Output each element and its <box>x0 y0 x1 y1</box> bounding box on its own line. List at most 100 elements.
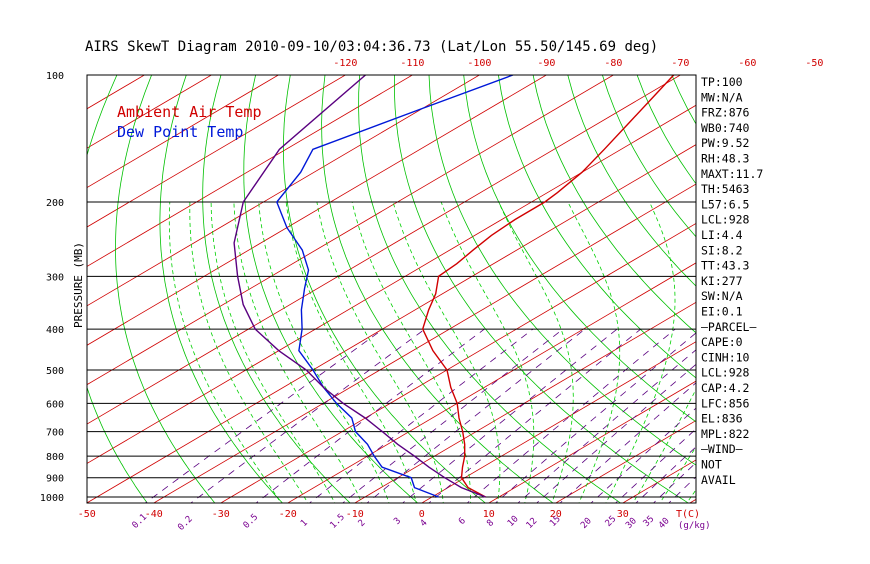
top-temp-tick-label: -120 <box>333 58 357 69</box>
stat-item: WB0:740 <box>701 121 750 135</box>
stat-item: L57:6.5 <box>701 197 749 211</box>
stat-item: LCL:928 <box>701 213 750 227</box>
moist-adiabat-line <box>393 202 500 506</box>
isotherm-line <box>149 66 870 506</box>
chart-title: AIRS SkewT Diagram 2010-09-10/03:04:36.7… <box>85 39 658 55</box>
mixing-ratio-label: 1.5 <box>328 512 347 531</box>
series-line-0 <box>423 75 674 497</box>
bottom-temp-tick-label: -10 <box>346 509 364 520</box>
isotherm-line <box>752 66 870 506</box>
stat-item: TP:100 <box>701 75 743 89</box>
stat-item: NOT <box>701 458 722 472</box>
stat-item: MW:N/A <box>701 90 743 104</box>
pressure-tick-label: 1000 <box>40 493 64 504</box>
moist-adiabat-line <box>286 202 417 506</box>
moist-adiabat-line <box>190 202 310 506</box>
pressure-tick-label: 100 <box>46 71 64 82</box>
pressure-tick-label: 800 <box>46 452 64 463</box>
dry-adiabat-line <box>322 75 557 506</box>
mixing-ratio-line <box>464 329 675 506</box>
bottom-temp-tick-label: -20 <box>279 509 297 520</box>
stat-item: TH:5463 <box>701 182 750 196</box>
isotherm-line <box>484 66 870 506</box>
stat-item: AVAIL <box>701 473 736 487</box>
mixing-ratio-label: 3 <box>392 516 403 527</box>
mixing-ratio-label: 1 <box>299 518 310 529</box>
temp-unit-label: T(C) <box>676 509 700 520</box>
stat-item: LFC:856 <box>701 396 750 410</box>
mixing-ratio-label: 20 <box>579 516 594 531</box>
moist-adiabat-line <box>259 202 390 506</box>
stat-item: —WIND— <box>701 442 743 456</box>
moist-adiabat-line <box>441 202 534 506</box>
series-layer <box>234 75 674 497</box>
top-temp-tick-label: -70 <box>671 58 689 69</box>
stat-item: TT:43.3 <box>701 259 750 273</box>
top-temp-tick-label: -90 <box>537 58 555 69</box>
mixing-ratio-label: 0.2 <box>176 514 195 533</box>
stat-item: EI:0.1 <box>701 305 743 319</box>
dry-adiabat-line <box>394 75 693 506</box>
top-temp-tick-label: -60 <box>738 58 756 69</box>
isotherm-line <box>216 66 870 506</box>
stat-item: LI:4.4 <box>701 228 743 242</box>
y-axis-label: PRESSURE (MB) <box>72 242 85 328</box>
stat-item: EL:836 <box>701 412 743 426</box>
mixing-ratio-label: 10 <box>506 514 521 529</box>
mixing-ratio-line <box>426 329 641 506</box>
mixing-ratio-label: 0.5 <box>242 512 261 531</box>
mixing-ratio-label: 35 <box>642 514 657 529</box>
moist-adiabat-line <box>568 202 620 506</box>
dry-adiabat-line <box>637 75 870 506</box>
isotherm-line <box>0 66 696 506</box>
stat-item: CINH:10 <box>701 350 750 364</box>
mixing-ratio-line <box>364 329 586 506</box>
top-temp-tick-label: -110 <box>400 58 424 69</box>
mixing-unit-label: (g/kg) <box>678 521 711 531</box>
stat-item: KI:277 <box>701 274 743 288</box>
mixing-ratio-line <box>187 329 425 506</box>
moist-adiabat-line <box>317 202 444 506</box>
dry-adiabat-line <box>498 75 870 506</box>
isotherm-line <box>417 66 870 506</box>
pressure-tick-label: 500 <box>46 366 64 377</box>
stat-item: LCL:928 <box>701 366 750 380</box>
stat-item: FRZ:876 <box>701 106 750 120</box>
stat-item: MPL:822 <box>701 427 749 441</box>
top-temp-tick-label: -100 <box>467 58 491 69</box>
mixing-ratio-label: 2 <box>357 518 368 529</box>
isotherm-line <box>283 66 870 506</box>
mixing-ratio-line <box>252 329 484 506</box>
bottom-temp-tick-label: -30 <box>212 509 230 520</box>
series-line-1 <box>277 75 513 497</box>
stat-item: CAP:4.2 <box>701 381 749 395</box>
pressure-tick-label: 600 <box>46 399 64 410</box>
mixing-ratio-label: 40 <box>657 516 672 531</box>
dry-adiabat-line <box>464 75 829 506</box>
pressure-tick-label: 300 <box>46 272 64 283</box>
legend-item: Dew Point Temp <box>117 123 243 141</box>
top-temp-tick-label: -80 <box>604 58 622 69</box>
dry-adiabat-line <box>811 75 870 506</box>
pressure-tick-label: 700 <box>46 428 64 439</box>
legend-item: Ambient Air Temp <box>117 103 262 121</box>
stat-item: SW:N/A <box>701 289 743 303</box>
stat-item: RH:48.3 <box>701 152 750 166</box>
stat-item: CAPE:0 <box>701 335 743 349</box>
mixing-ratio-line <box>306 329 533 506</box>
stat-item: —PARCEL— <box>701 320 756 334</box>
bottom-temp-tick-label: -50 <box>78 509 96 520</box>
top-temp-tick-label: -50 <box>805 58 823 69</box>
mixing-ratio-label: 4 <box>419 518 430 529</box>
pressure-tick-label: 900 <box>46 474 64 485</box>
pressure-tick-label: 200 <box>46 198 64 209</box>
stat-item: SI:8.2 <box>701 243 743 257</box>
stat-item: PW:9.52 <box>701 136 749 150</box>
pressure-tick-label: 400 <box>46 325 64 336</box>
dry-adiabat-line <box>741 75 870 506</box>
bottom-temp-tick-label: 30 <box>617 509 629 520</box>
isotherm-line <box>819 66 870 506</box>
mixing-ratio-label: 12 <box>525 516 540 531</box>
